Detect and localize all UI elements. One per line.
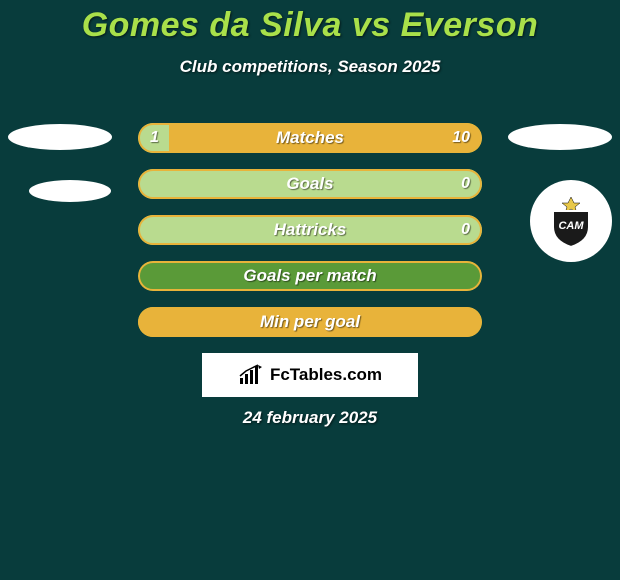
stat-bar: Goals per match: [138, 261, 482, 291]
bar-value-right: 0: [461, 169, 470, 199]
club-badge-icon: CAM: [542, 192, 600, 250]
left-club-logo: [29, 180, 111, 202]
svg-text:CAM: CAM: [558, 220, 584, 232]
right-club-logo: CAM: [530, 180, 612, 262]
bar-value-right: 10: [452, 123, 470, 153]
page-title: Gomes da Silva vs Everson: [0, 0, 620, 45]
bar-value-left: 1: [150, 123, 159, 153]
right-player-avatar: [508, 124, 612, 150]
subtitle: Club competitions, Season 2025: [0, 57, 620, 77]
bar-label: Goals per match: [138, 261, 482, 291]
bar-label: Goals: [138, 169, 482, 199]
comparison-bars: Matches110Goals0Hattricks0Goals per matc…: [138, 123, 482, 353]
date-label: 24 february 2025: [0, 408, 620, 428]
brand-box: FcTables.com: [202, 353, 418, 397]
brand-label: FcTables.com: [270, 365, 382, 385]
left-player-avatar: [8, 124, 112, 150]
infographic-container: Gomes da Silva vs Everson Club competiti…: [0, 0, 620, 580]
bar-label: Min per goal: [138, 307, 482, 337]
bar-label: Hattricks: [138, 215, 482, 245]
brand-chart-icon: [238, 364, 266, 386]
bar-value-right: 0: [461, 215, 470, 245]
bar-label: Matches: [138, 123, 482, 153]
stat-bar: Hattricks0: [138, 215, 482, 245]
stat-bar: Matches1 10: [138, 123, 482, 153]
stat-bar: Goals0: [138, 169, 482, 199]
stat-bar: Min per goal: [138, 307, 482, 337]
